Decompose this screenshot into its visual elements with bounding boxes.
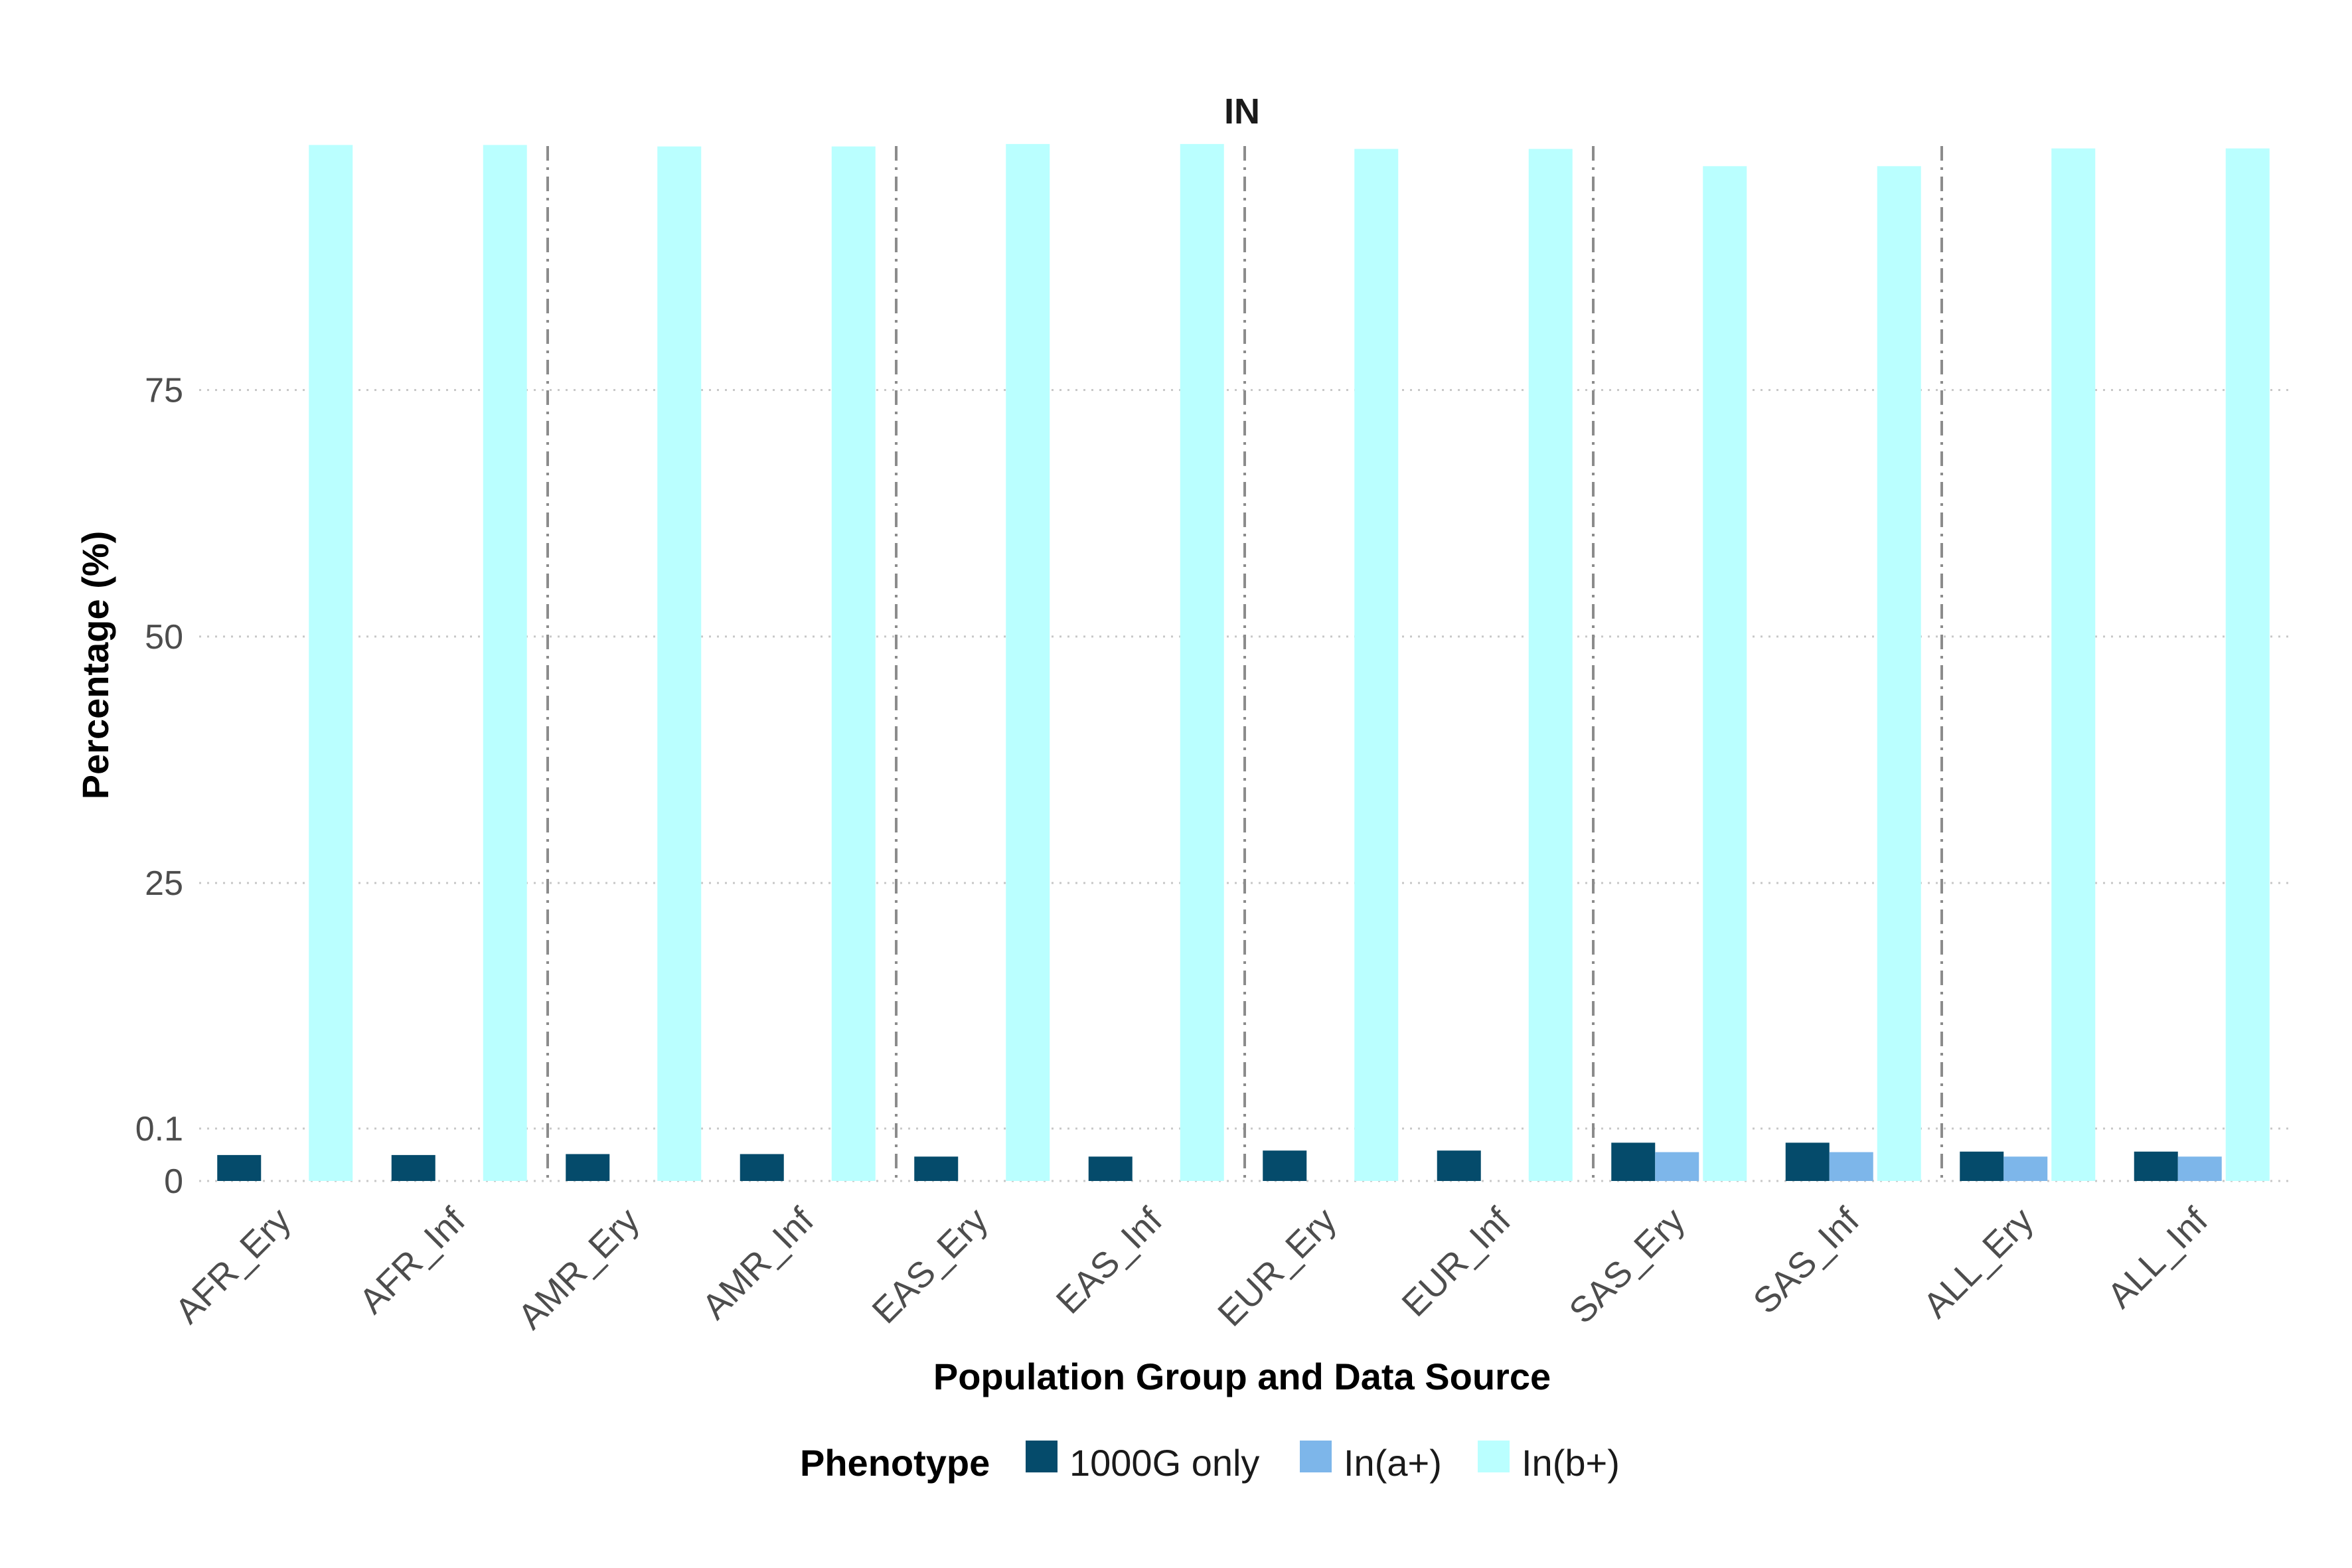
bar-EUR_Inf-In-b- (1528, 149, 1573, 1182)
bar-ALL_Ery-In-a- (2003, 1156, 2048, 1181)
chart-title: IN (1224, 92, 1260, 131)
x-tick-label: AFR_Ery (167, 1200, 298, 1331)
bar-AMR_Inf-1000G-only (740, 1154, 784, 1181)
bar-AFR_Inf-1000G-only (391, 1154, 435, 1181)
bar-ALL_Inf-In-b- (2225, 148, 2270, 1182)
y-axis-title: Percentage (%) (74, 531, 116, 800)
x-tick-label: AMR_Ery (510, 1200, 647, 1337)
x-tick-label: EAS_Inf (1049, 1200, 1170, 1321)
bar-SAS_Inf-1000G-only (1785, 1142, 1830, 1181)
x-tick-label: SAS_Ery (1561, 1200, 1692, 1331)
x-tick-label: SAS_Inf (1746, 1200, 1867, 1321)
bar-AMR_Ery-In-b- (657, 146, 702, 1181)
legend-swatch (1478, 1441, 1510, 1472)
bar-ALL_Ery-In-b- (2051, 148, 2096, 1182)
bar-EUR_Ery-In-b- (1354, 149, 1399, 1182)
x-tick-label: AFR_Inf (352, 1200, 473, 1321)
bar-AMR_Inf-In-b- (831, 146, 876, 1181)
bar-SAS_Ery-In-b- (1703, 166, 1747, 1181)
bar-EAS_Ery-In-b- (1006, 143, 1050, 1182)
bar-SAS_Inf-In-a- (1829, 1152, 1873, 1181)
x-tick-label: EUR_Inf (1394, 1200, 1518, 1324)
bar-EUR_Inf-1000G-only (1437, 1150, 1481, 1181)
bar-AFR_Ery-1000G-only (217, 1154, 262, 1181)
bar-ALL_Inf-1000G-only (2134, 1151, 2178, 1181)
y-tick-label: 75 (145, 371, 183, 410)
bar-AFR_Ery-In-b- (309, 145, 353, 1181)
bar-ALL_Ery-1000G-only (1960, 1151, 2004, 1181)
y-tick-layer: 0 0.1 25 50 75 (135, 371, 183, 1201)
x-tick-label: EAS_Ery (864, 1200, 995, 1331)
legend-label: In(b+) (1522, 1442, 1620, 1484)
legend: Phenotype 1000G only In(a+) In(b+) (800, 1441, 1620, 1484)
x-tick-layer: AFR_Ery AFR_Inf AMR_Ery AMR_Inf EAS_Ery EAS_I… (167, 1200, 2216, 1336)
legend-label: 1000G only (1069, 1442, 1259, 1484)
bar-AMR_Ery-1000G-only (566, 1154, 610, 1181)
bar-EAS_Ery-1000G-only (914, 1156, 959, 1181)
bar-ALL_Inf-In-a- (2177, 1156, 2222, 1181)
x-axis-title: Population Group and Data Source (933, 1356, 1551, 1397)
bar-EUR_Ery-1000G-only (1263, 1150, 1307, 1181)
bar-EAS_Inf-In-b- (1180, 143, 1224, 1182)
x-tick-label: ALL_Inf (2100, 1200, 2216, 1316)
x-tick-label: ALL_Ery (1916, 1200, 2041, 1326)
y-tick-label: 50 (145, 618, 183, 657)
y-tick-label: 25 (145, 864, 183, 903)
y-tick-label: 0.1 (135, 1110, 183, 1148)
bar-layer (217, 143, 2270, 1182)
group-separator-layer (546, 146, 1943, 1181)
bar-SAS_Ery-1000G-only (1611, 1142, 1656, 1181)
legend-label: In(a+) (1344, 1442, 1442, 1484)
legend-title: Phenotype (800, 1442, 990, 1484)
bar-SAS_Inf-In-b- (1877, 166, 1921, 1181)
bar-SAS_Ery-In-a- (1655, 1152, 1699, 1181)
legend-swatch (1300, 1441, 1332, 1472)
legend-swatch (1026, 1441, 1058, 1472)
bar-AFR_Inf-In-b- (483, 145, 527, 1181)
bar-EAS_Inf-1000G-only (1088, 1156, 1133, 1181)
y-tick-label: 0 (164, 1162, 183, 1201)
x-tick-label: EUR_Ery (1210, 1200, 1344, 1334)
x-tick-label: AMR_Inf (694, 1200, 822, 1327)
